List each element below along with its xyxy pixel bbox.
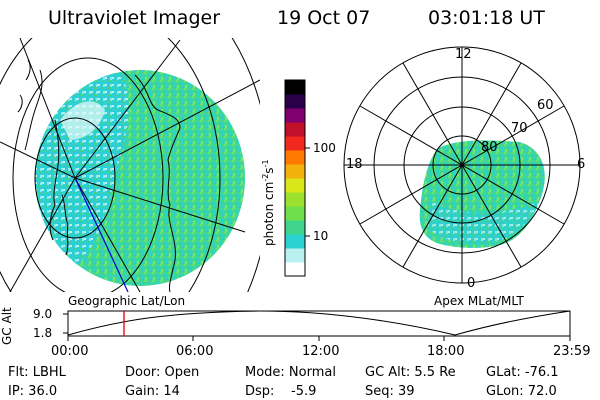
timeline-xtick-0600: 06:00 bbox=[176, 344, 214, 359]
colorbar-step bbox=[285, 248, 305, 263]
right-panel-caption: Apex MLat/MLT bbox=[434, 294, 524, 308]
timeline-frame bbox=[67, 310, 571, 337]
colorbar-tick-100: 100 bbox=[313, 141, 336, 155]
info-flt: Flt: LBHL bbox=[8, 365, 66, 380]
timeline-y-label: GC Alt bbox=[0, 307, 14, 345]
mlat-label-60: 60 bbox=[537, 98, 554, 113]
colorbar-step bbox=[285, 150, 305, 165]
info-ip: IP: 36.0 bbox=[8, 384, 58, 399]
colorbar-step bbox=[285, 220, 305, 235]
colorbar-step bbox=[285, 136, 305, 151]
mlt-label-0: 0 bbox=[467, 276, 476, 291]
info-door: Door: Open bbox=[125, 365, 200, 380]
mlt-label-12: 12 bbox=[455, 47, 472, 62]
info-gain: Gain: 14 bbox=[125, 384, 180, 399]
timeline-xtick-2359: 23:59 bbox=[553, 344, 591, 359]
colorbar-step bbox=[285, 178, 305, 193]
timeline-xtick-1800: 18:00 bbox=[427, 344, 465, 359]
date-label: 19 Oct 07 bbox=[277, 7, 371, 29]
colorbar-step bbox=[285, 234, 305, 249]
colorbar-step bbox=[285, 108, 305, 123]
colorbar-step bbox=[285, 262, 305, 277]
polar-plot bbox=[343, 46, 581, 284]
time-label: 03:01:18 UT bbox=[428, 7, 545, 29]
info-seq: Seq: 39 bbox=[365, 384, 415, 399]
colorbar-step bbox=[285, 122, 305, 137]
mlt-label-18: 18 bbox=[346, 157, 363, 172]
mlt-label-6: 6 bbox=[577, 157, 586, 172]
timeline-plot bbox=[63, 310, 571, 341]
mlat-label-70: 70 bbox=[511, 121, 528, 136]
colorbar-step bbox=[285, 206, 305, 221]
colorbar-step bbox=[285, 80, 305, 95]
lat-circle-1 bbox=[34, 117, 116, 239]
geographic-map bbox=[0, 38, 260, 292]
info-mode: Mode: Normal bbox=[245, 365, 336, 380]
altitude-curve bbox=[67, 310, 571, 336]
info-glat: GLat: -76.1 bbox=[486, 365, 559, 380]
colorbar-step bbox=[285, 94, 305, 109]
timeline-ytick-1-8: 1.8 bbox=[33, 326, 53, 340]
info-dsp-label: Dsp: bbox=[245, 384, 275, 399]
colorbar-step bbox=[285, 192, 305, 207]
left-panel-caption: Geographic Lat/Lon bbox=[68, 294, 186, 308]
colorbar bbox=[284, 79, 310, 277]
colorbar-tick-10: 10 bbox=[313, 229, 329, 243]
colorbar-title: photon cm-2s-1 bbox=[261, 159, 276, 246]
noon-meridian bbox=[74, 177, 129, 292]
timeline-xtick-1200: 12:00 bbox=[302, 344, 340, 359]
instrument-title: Ultraviolet Imager bbox=[48, 7, 221, 29]
timeline-xtick-0000: 00:00 bbox=[51, 344, 89, 359]
coastlines bbox=[17, 59, 181, 292]
info-gc-alt: GC Alt: 5.5 Re bbox=[365, 365, 456, 380]
info-glon: GLon: 72.0 bbox=[486, 384, 557, 399]
colorbar-step bbox=[285, 164, 305, 179]
mlat-label-80: 80 bbox=[481, 140, 498, 155]
info-dsp-value: -5.9 bbox=[291, 384, 317, 399]
mlt-spokes bbox=[344, 47, 580, 283]
timeline-ytick-9: 9.0 bbox=[33, 307, 53, 321]
lat-circle-3 bbox=[0, 38, 221, 292]
lat-circle-2 bbox=[12, 57, 164, 292]
